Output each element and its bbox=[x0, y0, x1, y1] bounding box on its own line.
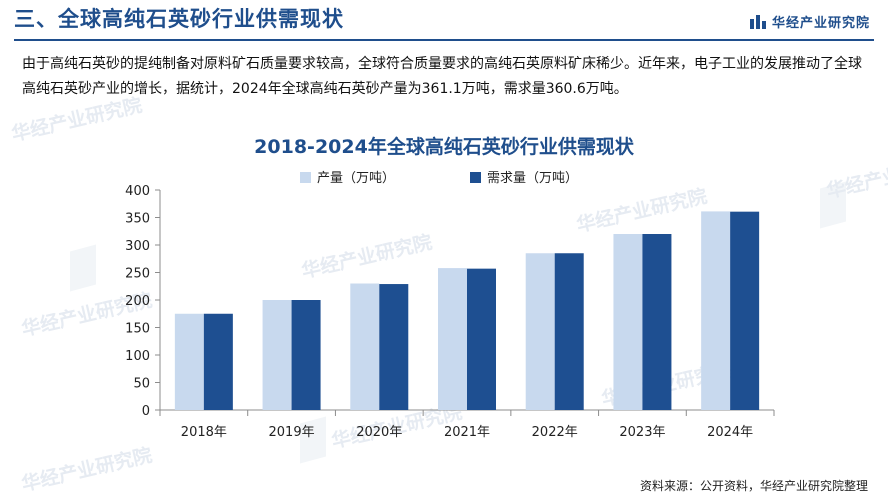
bar-production bbox=[438, 268, 467, 410]
x-tick-label: 2018年 bbox=[181, 425, 227, 440]
y-tick-label: 0 bbox=[142, 404, 150, 419]
chart-title: 2018-2024年全球高纯石英砂行业供需现状 bbox=[254, 136, 634, 158]
section-title: 三、全球高纯石英砂行业供需现状 bbox=[14, 7, 344, 31]
bar-demand bbox=[642, 234, 672, 410]
bar-demand bbox=[291, 300, 321, 410]
bar-demand bbox=[730, 211, 760, 410]
y-tick-label: 350 bbox=[125, 212, 150, 227]
intro-paragraph: 由于高纯石英砂的提纯制备对原料矿石质量要求较高，全球符合质量要求的高纯石英原料矿… bbox=[22, 56, 862, 97]
x-tick-label: 2019年 bbox=[269, 425, 315, 440]
bar-production bbox=[262, 300, 292, 410]
bar-demand bbox=[467, 268, 496, 410]
y-tick-label: 300 bbox=[125, 239, 150, 254]
x-tick-label: 2020年 bbox=[356, 425, 402, 440]
y-tick-label: 250 bbox=[125, 267, 150, 282]
bar-production bbox=[525, 253, 555, 410]
y-tick-label: 100 bbox=[125, 349, 150, 364]
header-divider bbox=[14, 39, 874, 41]
bar-demand bbox=[554, 253, 584, 410]
source-note: 资料来源：公开资料，华经产业研究院整理 bbox=[639, 479, 868, 493]
legend-swatch-production bbox=[300, 172, 311, 183]
bar-demand bbox=[203, 313, 233, 410]
x-tick-label: 2023年 bbox=[619, 425, 665, 440]
brand-logo-icon bbox=[749, 14, 766, 29]
legend-label-demand: 需求量（万吨） bbox=[487, 171, 578, 186]
bar-production bbox=[174, 313, 204, 410]
bar-production bbox=[701, 211, 731, 410]
brand: 华经产业研究院 bbox=[749, 12, 870, 31]
x-tick-label: 2021年 bbox=[444, 425, 490, 440]
bar-production bbox=[350, 283, 380, 410]
y-tick-label: 200 bbox=[125, 294, 150, 309]
bar-production bbox=[613, 234, 643, 410]
y-tick-label: 150 bbox=[125, 322, 150, 337]
y-tick-label: 400 bbox=[125, 184, 150, 199]
legend-label-production: 产量（万吨） bbox=[317, 171, 395, 186]
legend-swatch-demand bbox=[470, 172, 481, 183]
y-tick-label: 50 bbox=[133, 377, 150, 392]
brand-name: 华经产业研究院 bbox=[771, 16, 870, 31]
x-tick-label: 2022年 bbox=[532, 425, 578, 440]
x-tick-label: 2024年 bbox=[707, 425, 753, 440]
bar-demand bbox=[379, 284, 409, 410]
